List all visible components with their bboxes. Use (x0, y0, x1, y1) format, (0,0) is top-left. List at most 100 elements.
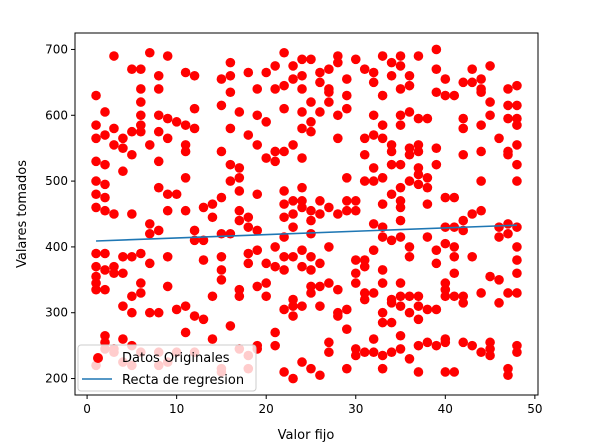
data-point (288, 373, 298, 384)
data-point (413, 291, 424, 302)
data-point (171, 189, 182, 200)
data-point (127, 291, 137, 302)
data-point (297, 196, 307, 206)
data-point (359, 288, 370, 298)
data-point (127, 126, 137, 137)
data-point (144, 140, 155, 150)
data-point (485, 271, 495, 282)
data-point (512, 176, 522, 186)
data-point (297, 261, 307, 272)
data-point (91, 120, 101, 130)
data-point (404, 307, 415, 318)
data-point (449, 291, 460, 302)
data-point (368, 288, 379, 298)
data-point (109, 261, 119, 272)
data-point (431, 87, 442, 98)
data-point (431, 304, 442, 315)
data-point (118, 133, 128, 144)
data-point (306, 97, 316, 107)
data-point (216, 74, 227, 84)
data-point (333, 57, 343, 68)
data-point (234, 205, 245, 216)
data-point (189, 225, 200, 236)
data-point (180, 205, 191, 216)
data-point (449, 367, 460, 377)
data-point (261, 153, 272, 163)
x-tick-label: 10 (169, 402, 184, 416)
data-point (153, 307, 164, 318)
data-point (297, 182, 307, 193)
data-point (404, 80, 415, 91)
data-point (368, 334, 379, 344)
data-point (386, 140, 397, 150)
data-point (207, 291, 218, 302)
data-point (386, 57, 397, 68)
data-point (431, 245, 442, 255)
data-point (306, 265, 316, 275)
data-point (315, 281, 325, 292)
data-point (368, 163, 379, 173)
data-point (171, 117, 182, 127)
data-point (288, 222, 298, 232)
data-point (494, 133, 504, 144)
data-point (431, 64, 442, 74)
data-point (315, 67, 325, 78)
data-point (395, 291, 406, 302)
data-point (252, 189, 263, 200)
data-point (288, 74, 298, 84)
data-point (261, 67, 272, 78)
data-point (395, 120, 406, 130)
plot-frame (74, 32, 539, 396)
data-point (377, 199, 388, 209)
data-point (252, 110, 263, 121)
data-point (467, 340, 477, 351)
data-point (422, 182, 433, 193)
data-point (494, 222, 504, 232)
data-point (503, 288, 513, 298)
data-point (377, 265, 388, 275)
data-point (512, 113, 522, 124)
data-point (386, 347, 397, 358)
data-point (261, 117, 272, 127)
data-point (368, 219, 379, 229)
data-point (413, 113, 424, 124)
data-point (109, 268, 119, 279)
data-point (476, 146, 486, 157)
data-point (333, 311, 343, 321)
data-point (225, 228, 236, 239)
data-point (377, 133, 388, 144)
data-point (136, 64, 146, 74)
data-point (216, 251, 227, 262)
data-point (413, 314, 424, 325)
data-point (315, 370, 325, 381)
data-point (162, 205, 173, 216)
data-point (404, 291, 415, 302)
data-point (449, 192, 460, 203)
data-point (136, 97, 146, 107)
data-point (395, 232, 406, 242)
data-point (395, 344, 406, 354)
data-point (216, 192, 227, 203)
data-point (234, 163, 245, 173)
data-point (279, 212, 289, 223)
data-point (512, 120, 522, 130)
data-point (270, 327, 280, 338)
data-point (512, 288, 522, 298)
data-point (127, 149, 137, 160)
regression-line-path (96, 224, 517, 242)
data-point (440, 291, 451, 302)
data-point (225, 87, 236, 98)
data-point (342, 363, 352, 374)
data-point (270, 261, 280, 272)
data-point (440, 284, 451, 295)
data-point (225, 176, 236, 186)
data-point (297, 153, 307, 163)
data-point (458, 337, 469, 348)
data-point (207, 199, 218, 209)
data-point (440, 367, 451, 377)
data-point (440, 337, 451, 348)
data-point (350, 350, 361, 361)
data-point (297, 123, 307, 134)
data-point (503, 149, 513, 160)
data-point (467, 209, 477, 219)
